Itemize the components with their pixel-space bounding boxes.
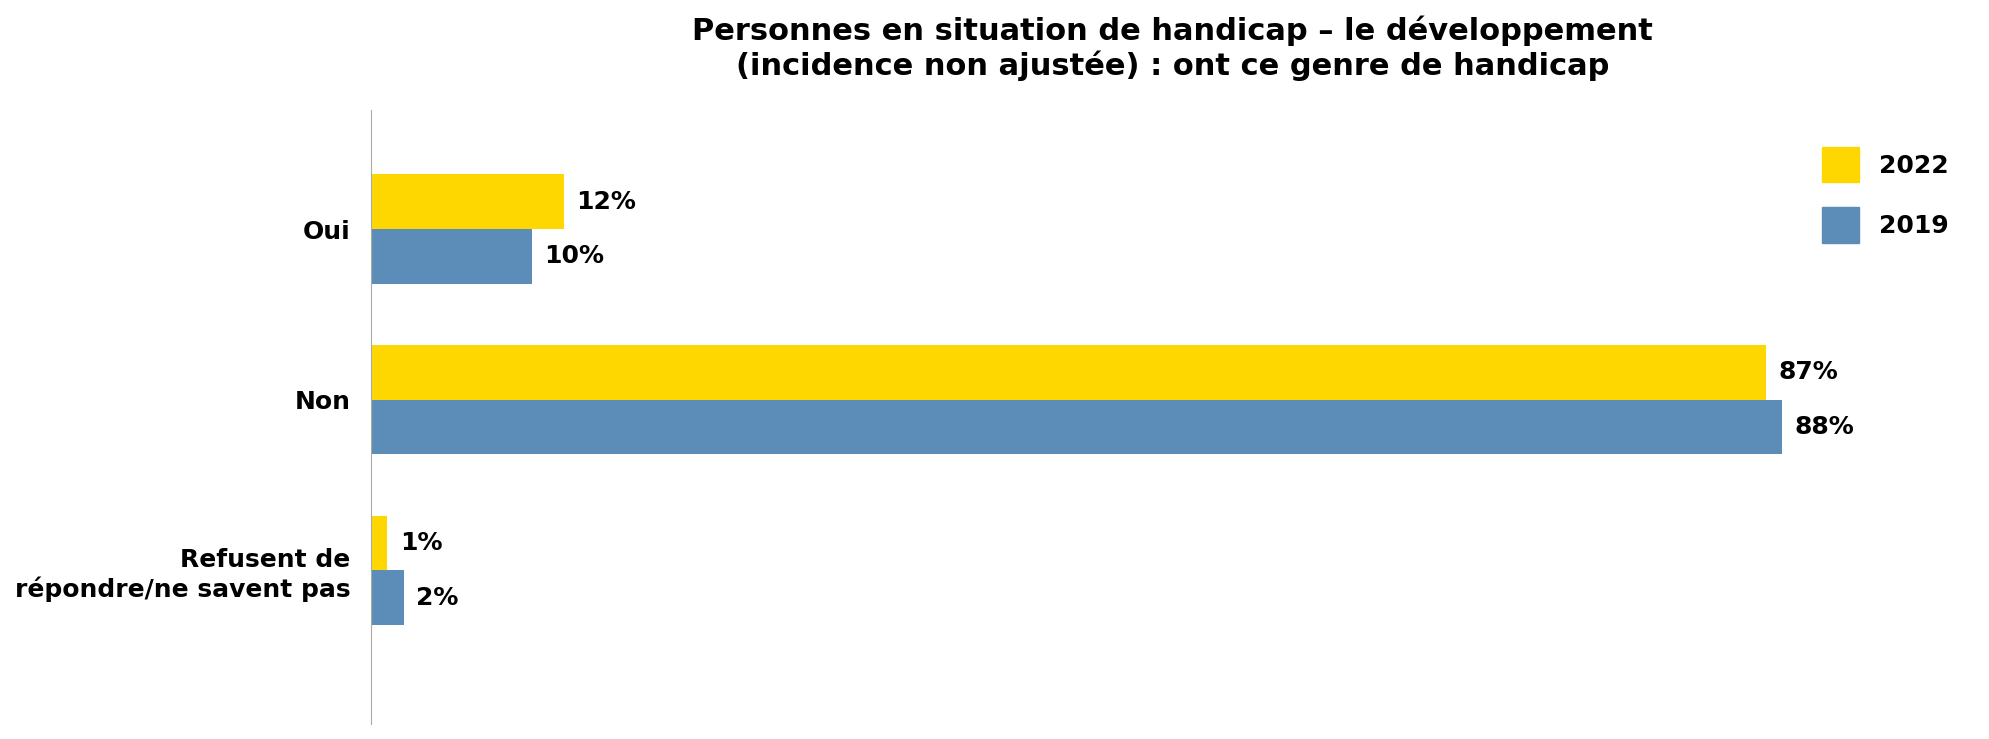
Bar <box>372 516 388 571</box>
Bar <box>372 400 1782 454</box>
Bar <box>372 174 563 229</box>
Bar <box>372 345 1766 400</box>
Bar <box>372 229 531 284</box>
Bar <box>372 571 404 625</box>
Legend: 2022, 2019: 2022, 2019 <box>1810 134 1961 255</box>
Text: 88%: 88% <box>1794 415 1854 439</box>
Text: 2%: 2% <box>416 586 459 610</box>
Text: 1%: 1% <box>400 531 444 555</box>
Text: 10%: 10% <box>545 245 605 268</box>
Text: 12%: 12% <box>577 190 636 214</box>
Text: 87%: 87% <box>1778 361 1838 384</box>
Title: Personnes en situation de handicap – le développement
(incidence non ajustée) : : Personnes en situation de handicap – le … <box>692 15 1653 81</box>
